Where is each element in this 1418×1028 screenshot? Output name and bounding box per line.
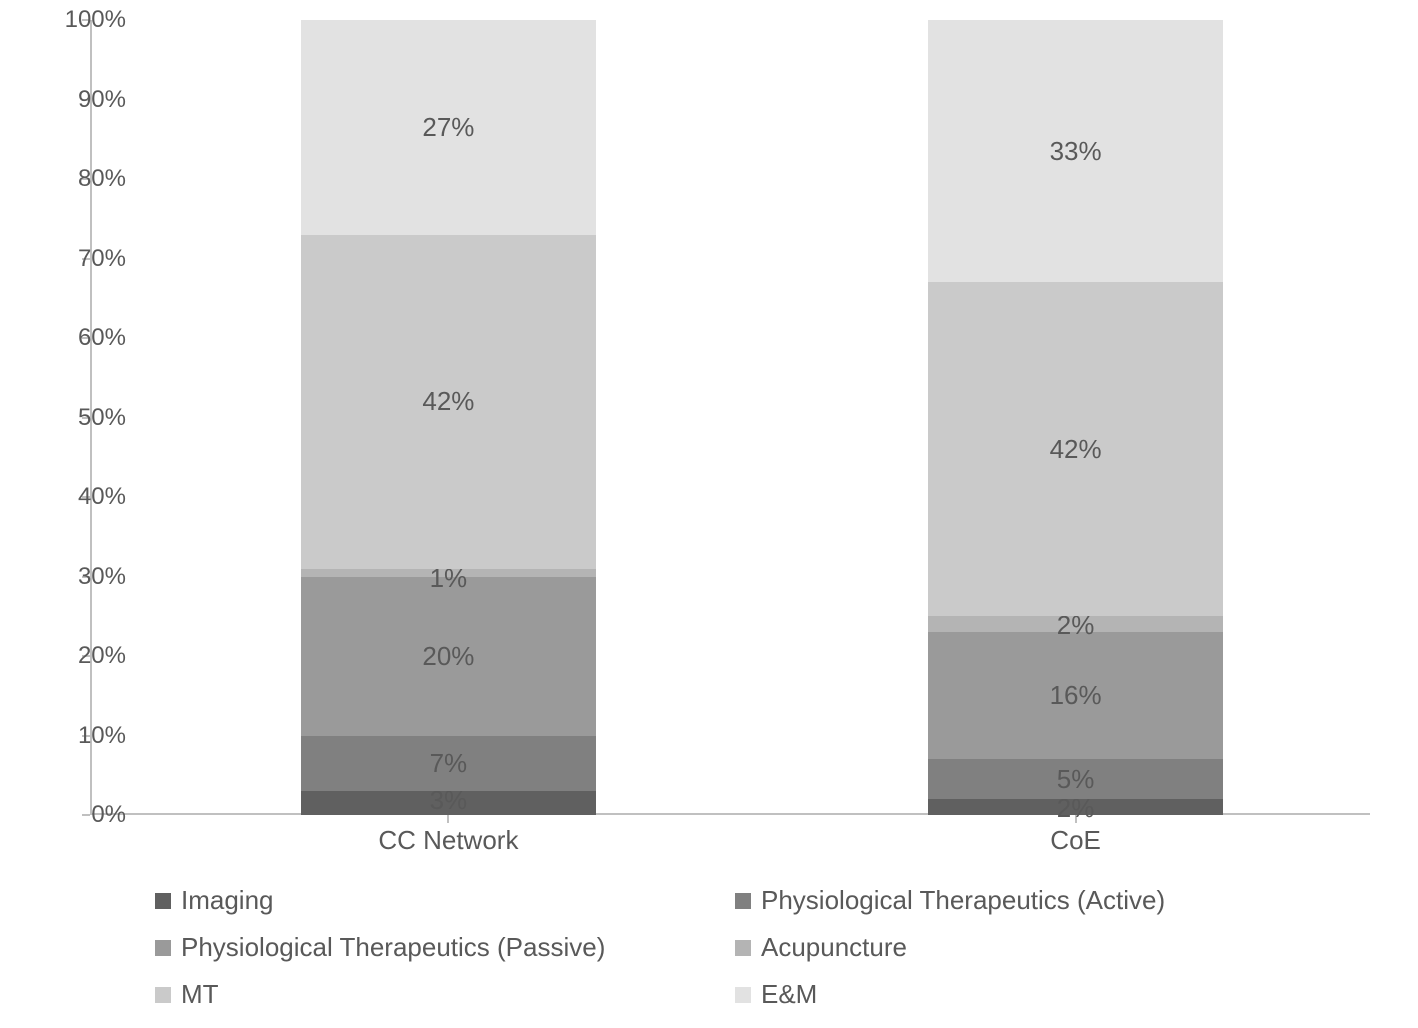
- bar: 2% 5% 16% 2% 42% 33%: [928, 20, 1222, 815]
- bar-segment-label: 33%: [1050, 136, 1102, 167]
- y-tick-label: 30%: [46, 563, 126, 591]
- legend-item-EM: E&M: [735, 979, 1315, 1010]
- legend-swatch: [155, 940, 171, 956]
- legend-label: Physiological Therapeutics (Active): [761, 885, 1165, 916]
- legend-swatch: [735, 893, 751, 909]
- bar-segment-label: 42%: [422, 386, 474, 417]
- bar-segment-label: 42%: [1050, 434, 1102, 465]
- y-tick-label: 20%: [46, 642, 126, 670]
- y-tick-label: 80%: [46, 165, 126, 193]
- y-tick-label: 0%: [46, 801, 126, 829]
- bar-segment-label: 7%: [430, 748, 468, 779]
- y-tick-label: 60%: [46, 324, 126, 352]
- bar-segment-Imaging: 3%: [301, 791, 595, 815]
- legend-item-Imaging: Imaging: [155, 885, 735, 916]
- bar-segment-MT: 42%: [301, 235, 595, 569]
- bar-segment-Acupuncture: 2%: [928, 616, 1222, 632]
- bar-segment-EM: 27%: [301, 20, 595, 235]
- legend-label: E&M: [761, 979, 817, 1010]
- bar-segment-EM: 33%: [928, 20, 1222, 282]
- legend-swatch: [735, 940, 751, 956]
- bar-segment-label: 16%: [1050, 680, 1102, 711]
- legend-item-MT: MT: [155, 979, 735, 1010]
- bar-segment-PTActive: 5%: [928, 759, 1222, 799]
- y-tick-label: 50%: [46, 404, 126, 432]
- bar-segment-label: 27%: [422, 112, 474, 143]
- legend-label: Physiological Therapeutics (Passive): [181, 932, 605, 963]
- legend-swatch: [735, 987, 751, 1003]
- legend: Imaging Physiological Therapeutics (Activ…: [155, 885, 1325, 1026]
- legend-swatch: [155, 893, 171, 909]
- bar-segment-MT: 42%: [928, 282, 1222, 616]
- category-label: CoE: [1050, 825, 1101, 856]
- bar: 3% 7% 20% 1% 42% 27%: [301, 20, 595, 815]
- bar-segment-PTActive: 7%: [301, 736, 595, 792]
- category-label: CC Network: [378, 825, 518, 856]
- legend-label: Imaging: [181, 885, 274, 916]
- bar-segment-PTPassive: 20%: [301, 577, 595, 736]
- y-tick-label: 10%: [46, 722, 126, 750]
- legend-label: Acupuncture: [761, 932, 907, 963]
- plot-area: 3% 7% 20% 1% 42% 27% 2% 5% 16% 2% 42% 33%: [90, 20, 1370, 815]
- bar-segment-Acupuncture: 1%: [301, 569, 595, 577]
- x-tick: [447, 815, 449, 823]
- legend-item-Acupuncture: Acupuncture: [735, 932, 1315, 963]
- bar-segment-Imaging: 2%: [928, 799, 1222, 815]
- y-tick-label: 70%: [46, 245, 126, 273]
- bar-segment-label: 20%: [422, 641, 474, 672]
- chart-container: 3% 7% 20% 1% 42% 27% 2% 5% 16% 2% 42% 33% Imaging Ph…: [0, 0, 1418, 1028]
- legend-row: Physiological Therapeutics (Passive) Acup…: [155, 932, 1325, 963]
- bar-segment-label: 5%: [1057, 764, 1095, 795]
- legend-row: MT E&M: [155, 979, 1325, 1010]
- y-tick-label: 100%: [46, 6, 126, 34]
- legend-row: Imaging Physiological Therapeutics (Activ…: [155, 885, 1325, 916]
- legend-item-PTPassive: Physiological Therapeutics (Passive): [155, 932, 735, 963]
- legend-label: MT: [181, 979, 219, 1010]
- legend-swatch: [155, 987, 171, 1003]
- y-tick-label: 90%: [46, 86, 126, 114]
- bar-segment-PTPassive: 16%: [928, 632, 1222, 759]
- legend-item-PTActive: Physiological Therapeutics (Active): [735, 885, 1315, 916]
- y-tick-label: 40%: [46, 483, 126, 511]
